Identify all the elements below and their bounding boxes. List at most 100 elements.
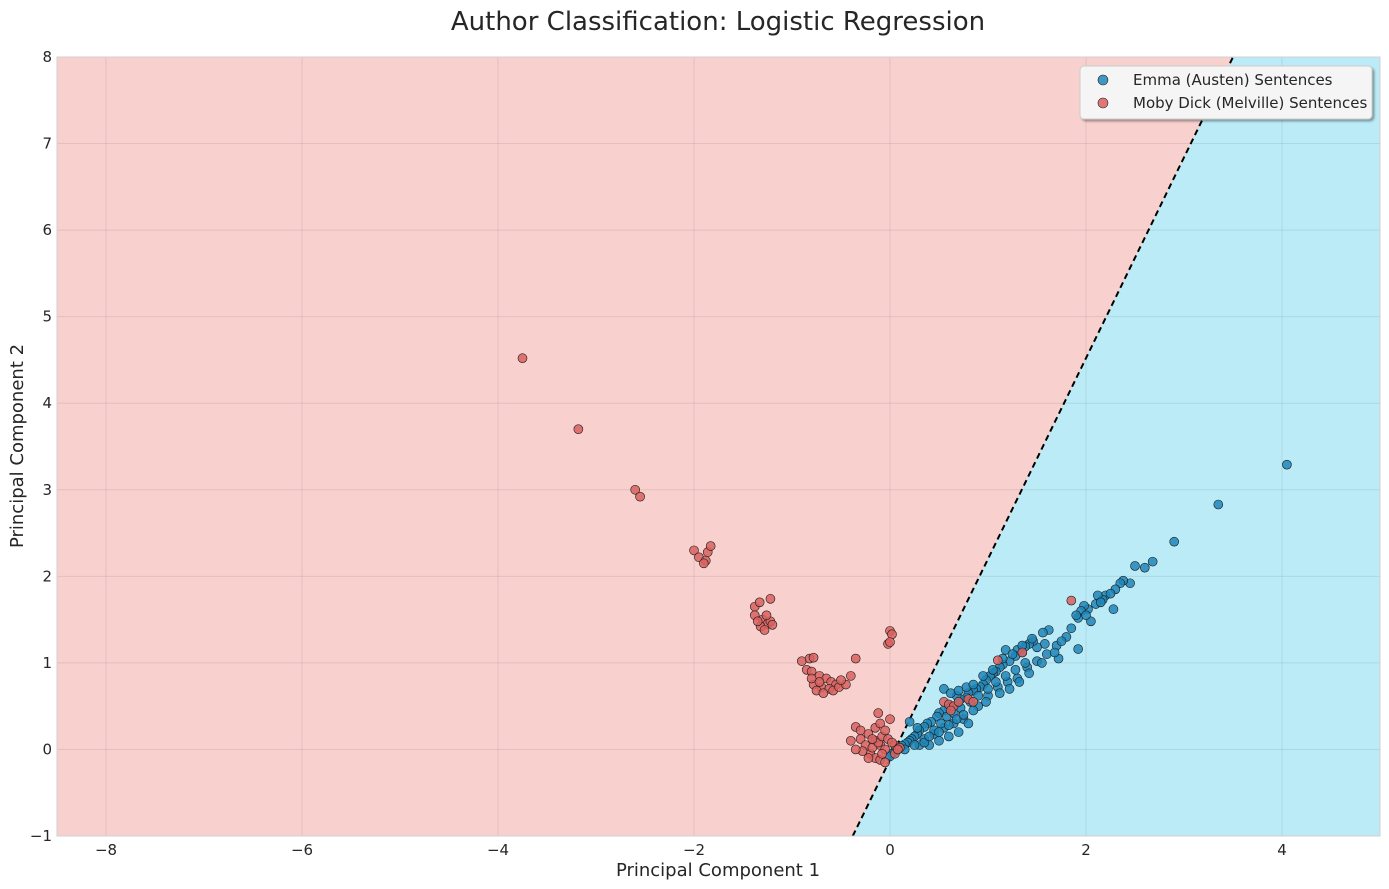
melville-point [765, 594, 776, 604]
austen-point [1049, 647, 1060, 658]
austen-point [912, 723, 923, 733]
austen-point [1066, 623, 1077, 634]
austen-point [904, 716, 915, 727]
austen-point [1038, 627, 1048, 638]
austen-point [1024, 668, 1034, 679]
austen-point [958, 710, 969, 720]
austen-point [1169, 536, 1179, 547]
plot-frame [56, 56, 1381, 837]
austen-point [934, 735, 944, 746]
legend-marker-melville [1097, 97, 1109, 109]
melville-point [887, 737, 897, 748]
melville-point [992, 655, 1003, 666]
melville-point [814, 677, 825, 687]
melville-point [759, 625, 770, 635]
austen-point [943, 731, 954, 742]
melville-point [953, 697, 964, 707]
melville-point [630, 484, 641, 495]
melville-point [705, 541, 716, 551]
legend-label-melville: Moby Dick (Melville) Sentences [1133, 94, 1367, 112]
legend-box [1079, 65, 1373, 120]
melville-point [1066, 595, 1077, 606]
austen-point [951, 714, 962, 724]
austen-point [1014, 677, 1025, 687]
melville-point [885, 714, 895, 724]
austen-point [1071, 610, 1081, 621]
melville-point [761, 610, 772, 621]
austen-point [953, 685, 964, 696]
austen-point [991, 677, 1001, 687]
austen-point [1042, 649, 1052, 660]
austen-point [934, 727, 944, 737]
y-tick-label: 3 [42, 481, 52, 499]
y-tick-label: 4 [42, 394, 52, 412]
melville-point [836, 675, 846, 686]
plot-area [57, 57, 1380, 836]
x-tick-label: −4 [487, 841, 509, 859]
melville-point [845, 671, 856, 681]
austen-point [1020, 658, 1031, 668]
austen-point [924, 731, 935, 742]
melville-point [1017, 647, 1028, 658]
melville-point [945, 705, 956, 716]
austen-point [953, 727, 964, 737]
chart-title: Author Classification: Logistic Regressi… [451, 7, 985, 37]
melville-point [850, 744, 861, 755]
melville-point [845, 735, 856, 746]
legend-label-austen: Emma (Austen) Sentences [1133, 71, 1333, 89]
y-tick-label: 7 [42, 135, 52, 153]
y-axis-label: Principal Component 2 [7, 344, 28, 548]
y-tick-label: 0 [42, 740, 52, 758]
austen-point [1095, 597, 1106, 608]
melville-point [754, 597, 765, 608]
austen-point [994, 688, 1005, 698]
melville-point [767, 620, 778, 630]
austen-point [1147, 556, 1158, 567]
y-tick-label: 8 [42, 48, 52, 66]
austen-point [1105, 588, 1116, 599]
x-tick-label: −6 [291, 841, 313, 859]
melville-point [880, 757, 890, 768]
melville-point [818, 688, 829, 698]
melville-point [880, 725, 890, 736]
austen-point [1140, 562, 1150, 573]
austen-point [983, 684, 993, 694]
x-tick-label: −8 [95, 841, 117, 859]
austen-point [1027, 633, 1037, 644]
legend: Emma (Austen) Sentences Moby Dick (Melvi… [1079, 65, 1373, 120]
y-tick-label: 6 [42, 221, 52, 239]
y-axis-ticks: −1 0 1 2 3 4 5 6 7 8 [30, 48, 52, 845]
y-tick-label: 5 [42, 308, 52, 326]
grid [57, 57, 1380, 836]
austen-point [1213, 499, 1224, 510]
austen-point [1037, 658, 1047, 668]
austen-point [1282, 459, 1292, 470]
melville-point [752, 616, 763, 627]
x-tick-label: −2 [683, 841, 705, 859]
austen-point [1056, 636, 1067, 647]
melville-point [867, 734, 878, 744]
austen-point [1040, 639, 1050, 649]
melville-point [698, 558, 709, 569]
x-tick-label: 0 [885, 841, 895, 859]
y-tick-label: 2 [42, 567, 52, 585]
melville-point [573, 424, 584, 434]
austen-point [939, 684, 949, 694]
austen-point [1010, 665, 1021, 675]
melville-points [517, 353, 1077, 768]
melville-point [877, 748, 887, 759]
y-tick-label: 1 [42, 654, 52, 672]
austen-point [1000, 645, 1011, 655]
austen-point [968, 705, 979, 716]
x-tick-label: 2 [1081, 841, 1091, 859]
melville-point [517, 353, 528, 364]
melville-point [863, 753, 874, 763]
austen-point [988, 665, 998, 675]
austen-point [909, 740, 920, 750]
austen-point [1004, 684, 1015, 694]
melville-point [850, 653, 861, 664]
x-axis-ticks: −8 −6 −4 −2 0 2 4 [95, 841, 1287, 859]
austen-region [852, 57, 1380, 836]
melville-point [875, 718, 886, 729]
